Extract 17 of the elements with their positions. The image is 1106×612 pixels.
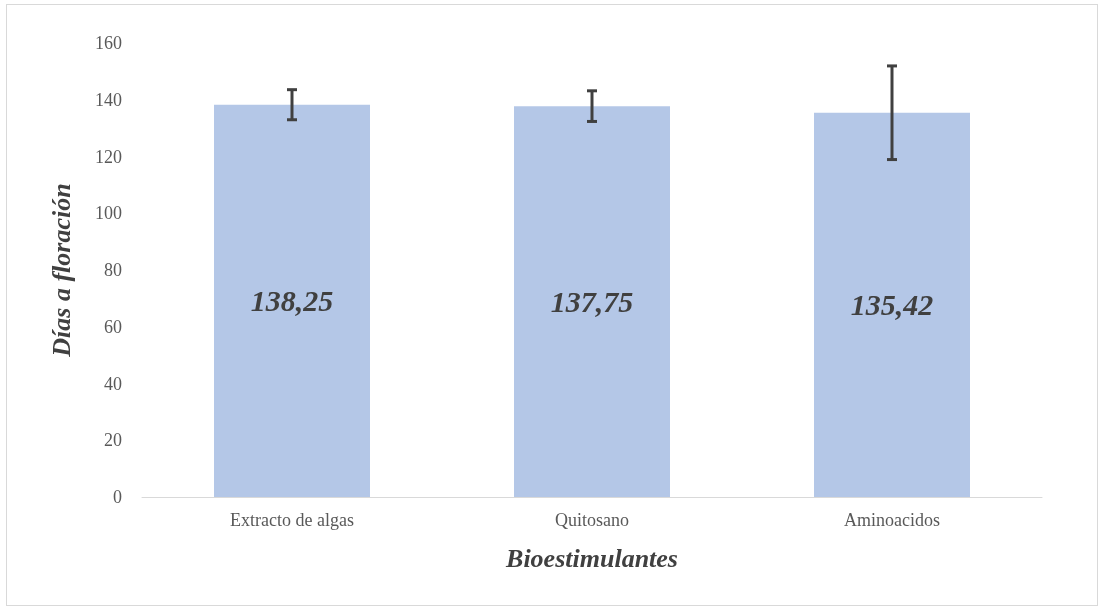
y-tick-label: 100	[95, 203, 122, 224]
y-tick-label: 120	[95, 146, 122, 167]
x-tick-label: Quitosano	[555, 510, 629, 530]
y-tick-label: 60	[104, 316, 122, 337]
x-tick-label: Aminoacidos	[844, 510, 940, 530]
data-label: 138,25	[250, 284, 334, 318]
y-tick-label: 20	[104, 430, 122, 451]
x-tick-label: Extracto de algas	[230, 510, 354, 530]
y-tick-label: 0	[113, 487, 122, 507]
data-label: 135,42	[850, 288, 934, 322]
y-tick-label: 80	[104, 260, 122, 280]
y-tick-label: 40	[104, 373, 122, 394]
y-tick-label: 160	[95, 33, 122, 53]
x-axis-title: Bioestimulantes	[505, 543, 678, 573]
y-axis-title: Días a floración	[46, 183, 76, 358]
data-label: 137,75	[550, 285, 634, 319]
y-tick-label: 140	[95, 89, 122, 110]
